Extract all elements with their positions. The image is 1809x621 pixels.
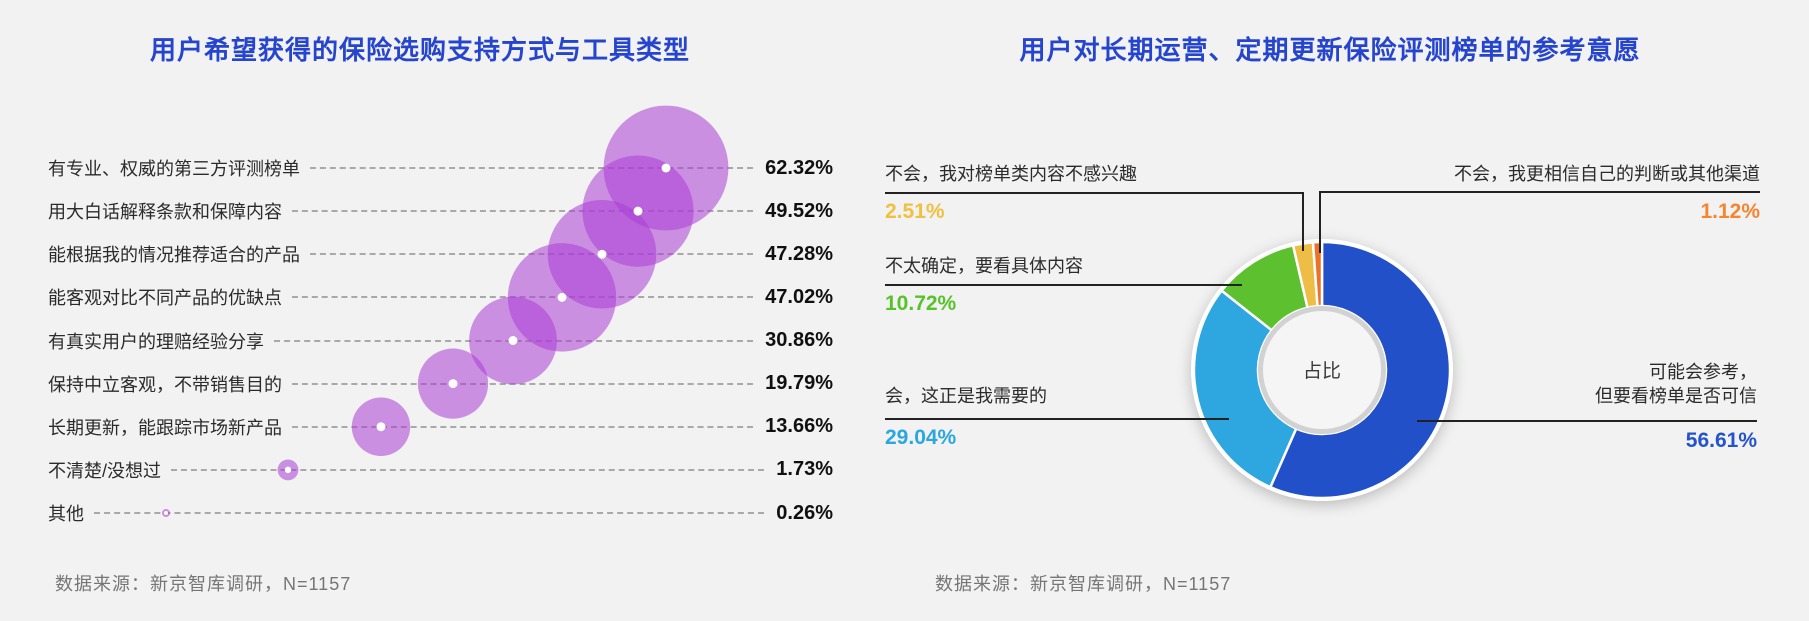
bubble-row-label: 用大白话解释条款和保障内容: [48, 202, 282, 223]
bubble-row: 长期更新，能跟踪市场新产品 13.66%: [48, 413, 833, 441]
callout-value-maybe-if-trustworthy: 56.61%: [1685, 429, 1757, 452]
bubble-row-label: 长期更新，能跟踪市场新产品: [48, 417, 282, 438]
bubble-row: 能客观对比不同产品的优缺点 47.02%: [48, 283, 833, 311]
donut-slice-1: [1192, 289, 1298, 489]
callout-line1: 可能会参考，: [1649, 362, 1757, 382]
donut-slice-3: [1291, 241, 1319, 309]
bubble-row-value: 13.66%: [765, 415, 833, 438]
bubble-row-label: 有真实用户的理赔经验分享: [48, 331, 264, 352]
bubble-row-value: 0.26%: [776, 501, 833, 524]
callout-value-trust-own-judgement: 1.12%: [1700, 200, 1760, 223]
bubble-row: 有真实用户的理赔经验分享 30.86%: [48, 327, 833, 355]
bubble-row-label: 其他: [48, 504, 84, 524]
row-dashed-line: [274, 339, 754, 342]
leader-line-orange-v: [1319, 191, 1321, 253]
donut-slice-2: [1220, 244, 1309, 332]
bubble-row-label: 不清楚/没想过: [48, 460, 162, 481]
bubble-row: 能根据我的情况推荐适合的产品 47.28%: [48, 240, 833, 268]
row-dashed-line: [310, 167, 754, 169]
bubble-chart-title: 用户希望获得的保险选购支持方式与工具类型: [149, 35, 690, 65]
leader-line-orange-h: [1319, 191, 1760, 193]
bubble-row: 保持中立客观，不带销售目的 19.79%: [48, 370, 833, 398]
donut-chart-title: 用户对长期运营、定期更新保险评测榜单的参考意愿: [1019, 35, 1641, 65]
callout-value-exactly-what-i-need: 29.04%: [885, 426, 957, 449]
bubble-row-value: 62.32%: [765, 156, 833, 179]
leader-line-yellow-v: [1302, 192, 1304, 251]
callout-label-not-interested: 不会，我对榜单类内容不感兴趣: [885, 164, 1137, 184]
left-source-note: 数据来源：新京智库调研，N=1157: [55, 574, 352, 594]
bubble-row-label: 保持中立客观，不带销售目的: [48, 374, 282, 395]
bubble-row-value: 1.73%: [776, 458, 833, 481]
bubble-row: 不清楚/没想过 1.73%: [48, 456, 833, 484]
callout-label-trust-own-judgement: 不会，我更相信自己的判断或其他渠道: [1454, 164, 1760, 184]
callout-value-not-interested: 2.51%: [885, 200, 945, 223]
bubble-row-label: 能根据我的情况推荐适合的产品: [48, 245, 300, 266]
bubble-row-label: 能客观对比不同产品的优缺点: [48, 288, 282, 309]
callout-label-exactly-what-i-need: 会，这正是我需要的: [885, 386, 1047, 406]
bubble-row-label: 有专业、权威的第三方评测榜单: [48, 159, 300, 179]
bubble-row-value: 19.79%: [765, 372, 833, 395]
row-dashed-line: [94, 512, 765, 514]
callout-label-not-sure: 不太确定，要看具体内容: [885, 256, 1083, 276]
bubble-row-value: 30.86%: [765, 329, 833, 351]
row-dashed-line: [292, 210, 754, 213]
callout-label-maybe-if-trustworthy: 可能会参考， 但要看榜单是否可信: [1417, 360, 1757, 408]
donut-hole: [1258, 306, 1386, 434]
callout-line2: 但要看榜单是否可信: [1595, 386, 1757, 406]
bubble-row-value: 47.02%: [765, 285, 833, 308]
donut-outer-ring: [1191, 239, 1453, 501]
row-dashed-line: [171, 468, 765, 471]
bubble-row-value: 49.52%: [765, 199, 833, 222]
bubble-row: 有专业、权威的第三方评测榜单 62.32%: [48, 154, 833, 182]
callout-value-not-sure: 10.72%: [885, 292, 957, 315]
row-dashed-line: [310, 253, 754, 256]
bubble-row: 其他 0.26%: [48, 499, 833, 527]
leader-line-yellow-h: [885, 192, 1304, 194]
right-source-note: 数据来源：新京智库调研，N=1157: [935, 574, 1232, 594]
leader-line-green-h: [885, 284, 1242, 286]
bubble-row: 用大白话解释条款和保障内容 49.52%: [48, 197, 833, 225]
leader-line-cyan-h: [885, 418, 1229, 420]
leader-line-blue-h: [1417, 420, 1757, 422]
row-dashed-line: [292, 382, 754, 385]
donut-center-label: 占比: [1303, 360, 1341, 382]
row-dashed-line: [292, 425, 754, 428]
bubble-row-value: 47.28%: [765, 242, 833, 265]
row-dashed-line: [292, 296, 754, 299]
